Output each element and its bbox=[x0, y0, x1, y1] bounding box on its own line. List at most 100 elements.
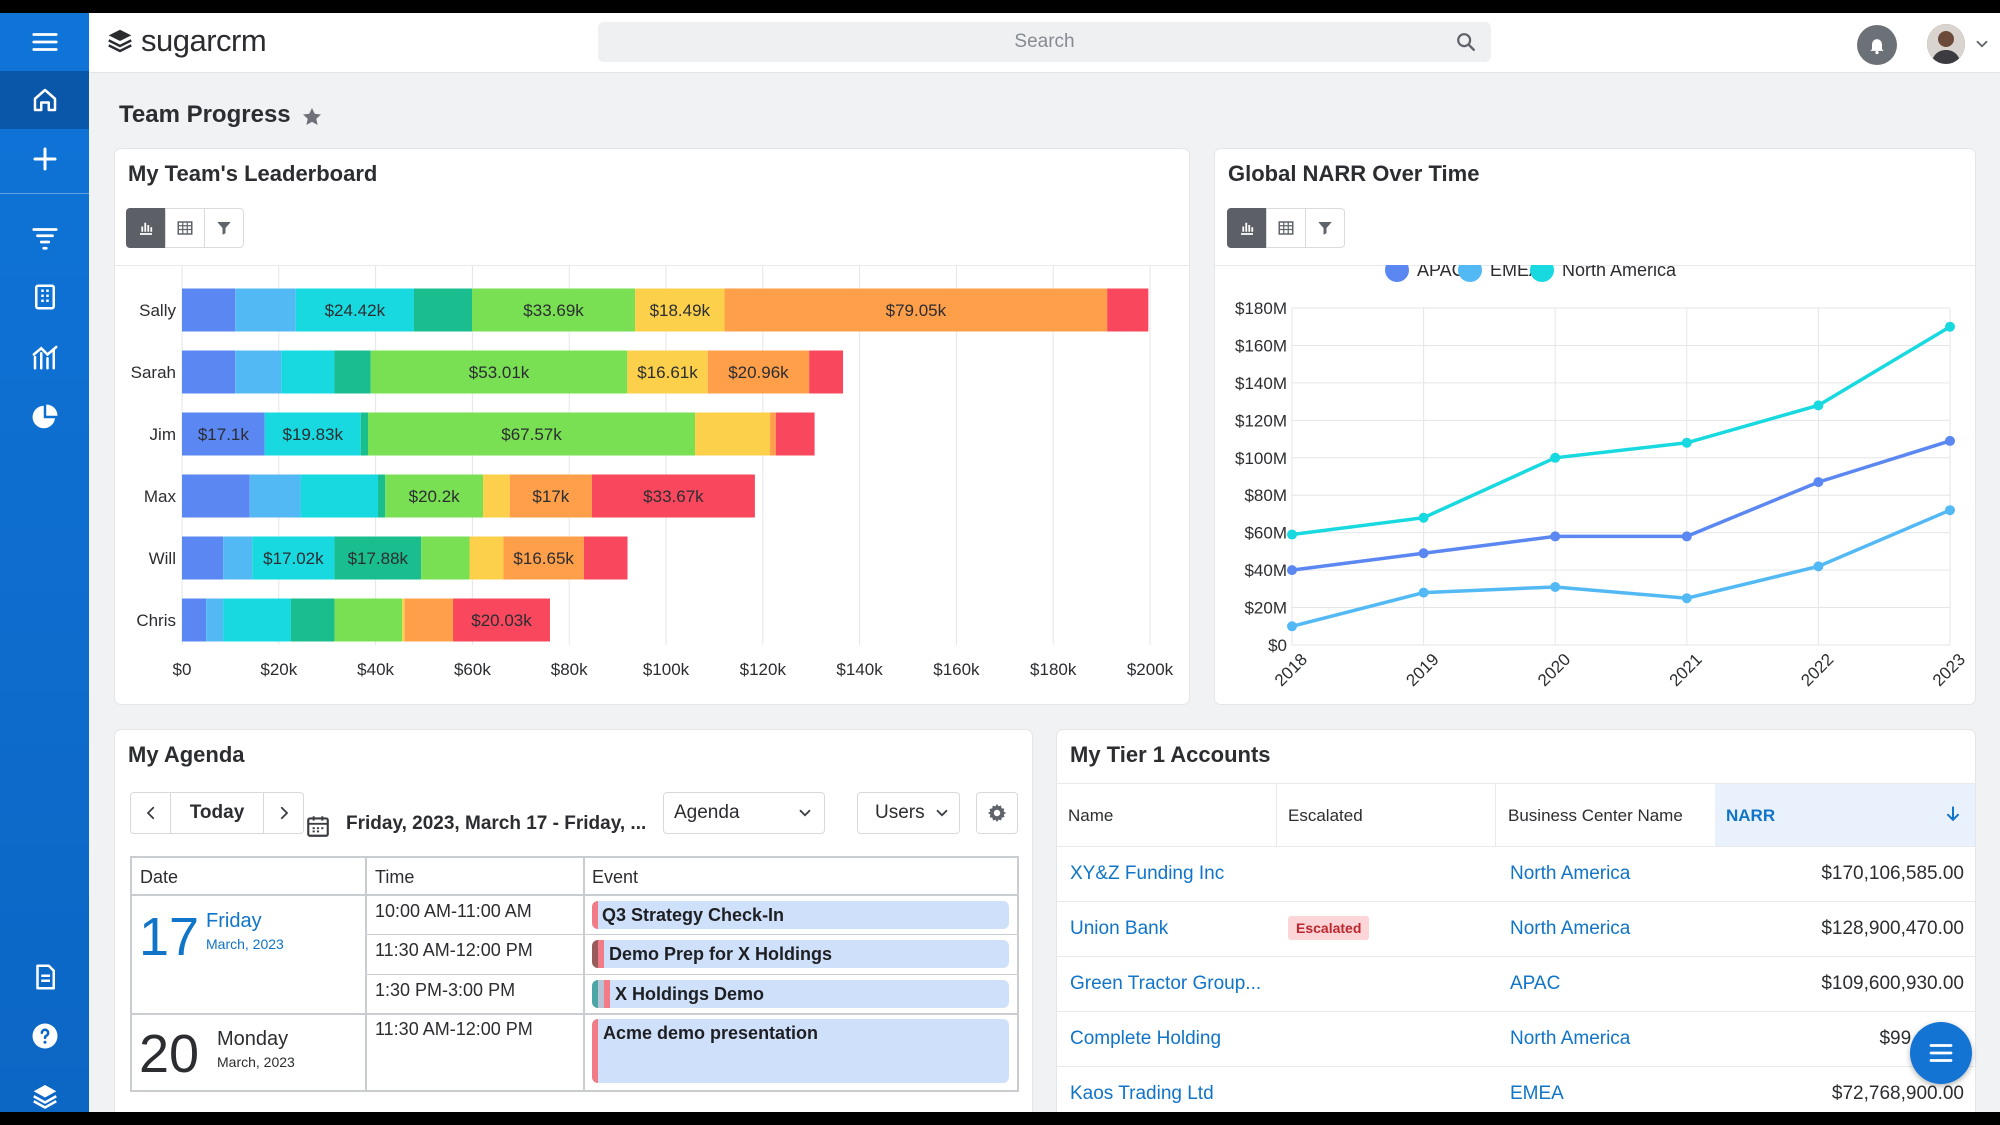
menu-icon[interactable] bbox=[0, 13, 89, 71]
users-select[interactable]: Users bbox=[857, 792, 960, 834]
col-header-narr-sorted[interactable]: NARR bbox=[1715, 784, 1975, 846]
data-label: $16.65k bbox=[513, 549, 574, 568]
bar-segment bbox=[724, 288, 1108, 332]
account-name-link[interactable]: XY&Z Funding Inc bbox=[1070, 863, 1225, 884]
layers-icon[interactable] bbox=[0, 1066, 89, 1112]
account-name-link[interactable]: Complete Holding bbox=[1070, 1028, 1222, 1049]
settings-button[interactable] bbox=[976, 792, 1018, 834]
chart-view-button[interactable] bbox=[1227, 208, 1267, 248]
menu-icon bbox=[1929, 1044, 1953, 1062]
agenda-event-time: 11:30 AM-12:00 PM bbox=[375, 1019, 533, 1039]
col-header-name[interactable]: Name bbox=[1068, 806, 1114, 825]
bar-segment bbox=[591, 474, 755, 518]
filter-list-icon[interactable] bbox=[0, 208, 89, 266]
date-range-label[interactable]: Friday, 2023, March 17 - Friday, ... bbox=[346, 813, 647, 834]
next-button[interactable] bbox=[263, 793, 303, 833]
x-tick-label: 2018 bbox=[1271, 650, 1311, 690]
table-view-button[interactable] bbox=[165, 208, 205, 248]
legend-swatch bbox=[1385, 265, 1409, 282]
agenda-event-title: Demo Prep for X Holdings bbox=[609, 943, 833, 964]
table-view-button[interactable] bbox=[1266, 208, 1306, 248]
col-header-business-center[interactable]: Business Center Name bbox=[1508, 806, 1683, 825]
help-icon[interactable] bbox=[0, 1007, 89, 1065]
agenda-event[interactable]: Acme demo presentation bbox=[592, 1019, 1009, 1083]
table-row[interactable]: XY&Z Funding Inc North America $170,106,58… bbox=[1057, 846, 1975, 901]
business-center-link[interactable]: North America bbox=[1510, 918, 1631, 939]
table-row[interactable]: Kaos Trading Ltd EMEA $72,768,900.00 bbox=[1057, 1066, 1975, 1112]
data-label: $20.96k bbox=[728, 363, 789, 382]
x-tick-label: $100k bbox=[643, 660, 690, 679]
x-tick-label: $60k bbox=[454, 660, 491, 679]
data-label: $16.61k bbox=[637, 363, 698, 382]
x-tick-label: $0 bbox=[173, 660, 192, 679]
data-point bbox=[1681, 437, 1692, 448]
accounts-dashlet: My Tier 1 Accounts Name Escalated Busine… bbox=[1057, 730, 1975, 1112]
data-point bbox=[1945, 505, 1955, 516]
data-label: $17.02k bbox=[263, 549, 324, 568]
x-tick-label: $80k bbox=[551, 660, 588, 679]
category-label: Max bbox=[144, 487, 177, 506]
business-center-link[interactable]: North America bbox=[1510, 863, 1631, 884]
bar-segment bbox=[378, 474, 386, 518]
account-name-link[interactable]: Green Tractor Group... bbox=[1070, 973, 1262, 994]
event-color-bar bbox=[604, 980, 610, 1008]
agenda-day-weekday: Monday bbox=[217, 1028, 289, 1050]
business-center-link[interactable]: North America bbox=[1510, 1028, 1631, 1049]
account-name-link[interactable]: Union Bank bbox=[1070, 918, 1169, 939]
business-center-link[interactable]: APAC bbox=[1510, 973, 1561, 994]
filter-button[interactable] bbox=[204, 208, 244, 248]
category-label: Will bbox=[149, 549, 176, 568]
dashlet-title: My Tier 1 Accounts bbox=[1070, 742, 1271, 767]
page-title: Team Progress bbox=[119, 101, 291, 128]
agenda-col-divider bbox=[365, 858, 367, 1090]
y-tick-label: $80M bbox=[1244, 486, 1287, 505]
agenda-day-weekday: Friday bbox=[206, 910, 262, 932]
account-name-link[interactable]: Kaos Trading Ltd bbox=[1070, 1083, 1214, 1104]
bar-segment bbox=[413, 288, 473, 332]
table-row[interactable]: Union Bank Escalated North America $128,900… bbox=[1057, 901, 1975, 956]
prev-button[interactable] bbox=[131, 793, 171, 833]
plus-icon[interactable] bbox=[0, 130, 89, 188]
data-label: $20.03k bbox=[471, 611, 532, 630]
search-input[interactable]: Search bbox=[598, 22, 1491, 62]
building-icon[interactable] bbox=[0, 268, 89, 326]
quick-menu-button[interactable] bbox=[1910, 1022, 1972, 1084]
search-placeholder: Search bbox=[1014, 31, 1075, 52]
col-header-escalated[interactable]: Escalated bbox=[1288, 806, 1363, 825]
chevron-down-icon[interactable] bbox=[1973, 35, 1991, 53]
bar-segment bbox=[402, 598, 405, 642]
home-icon[interactable] bbox=[0, 71, 89, 129]
data-point bbox=[1681, 593, 1692, 604]
data-label: $19.83k bbox=[283, 425, 344, 444]
pie-icon[interactable] bbox=[0, 388, 89, 446]
narr-chart: $0 $20M $40M $60M $80M $100M $120M $140M $160M $1… bbox=[1235, 265, 1969, 690]
x-tick-label: 2021 bbox=[1666, 650, 1706, 690]
logo[interactable]: sugarcrm bbox=[105, 23, 267, 59]
today-button[interactable]: Today bbox=[189, 802, 245, 823]
view-select[interactable]: Agenda bbox=[663, 792, 825, 834]
chart-icon[interactable] bbox=[0, 328, 89, 386]
user-avatar[interactable] bbox=[1927, 24, 1965, 64]
table-row[interactable]: Green Tractor Group... APAC $109,600,930.0… bbox=[1057, 956, 1975, 1011]
business-center-link[interactable]: EMEA bbox=[1510, 1083, 1564, 1104]
favorite-star-icon[interactable] bbox=[300, 105, 324, 129]
bar-segment bbox=[223, 536, 253, 580]
search-icon[interactable] bbox=[1455, 31, 1477, 53]
x-tick-label: $180k bbox=[1030, 660, 1077, 679]
chart-view-button[interactable] bbox=[126, 208, 166, 248]
document-icon[interactable] bbox=[0, 948, 89, 1006]
notifications-bell-icon[interactable] bbox=[1857, 25, 1897, 65]
filter-button[interactable] bbox=[1305, 208, 1345, 248]
agenda-event[interactable]: X Holdings Demo bbox=[592, 980, 1009, 1008]
data-label: $79.05k bbox=[886, 301, 947, 320]
calendar-icon[interactable] bbox=[305, 813, 331, 839]
bar-segment bbox=[360, 412, 369, 456]
agenda-event-time: 1:30 PM-3:00 PM bbox=[375, 980, 516, 1000]
agenda-col-time: Time bbox=[375, 867, 415, 887]
agenda-event-title: Q3 Strategy Check-In bbox=[602, 904, 785, 925]
bar-segment bbox=[334, 598, 403, 642]
agenda-event[interactable]: Demo Prep for X Holdings bbox=[592, 940, 1009, 968]
agenda-event[interactable]: Q3 Strategy Check-In bbox=[592, 901, 1009, 929]
col-divider bbox=[1495, 784, 1496, 846]
